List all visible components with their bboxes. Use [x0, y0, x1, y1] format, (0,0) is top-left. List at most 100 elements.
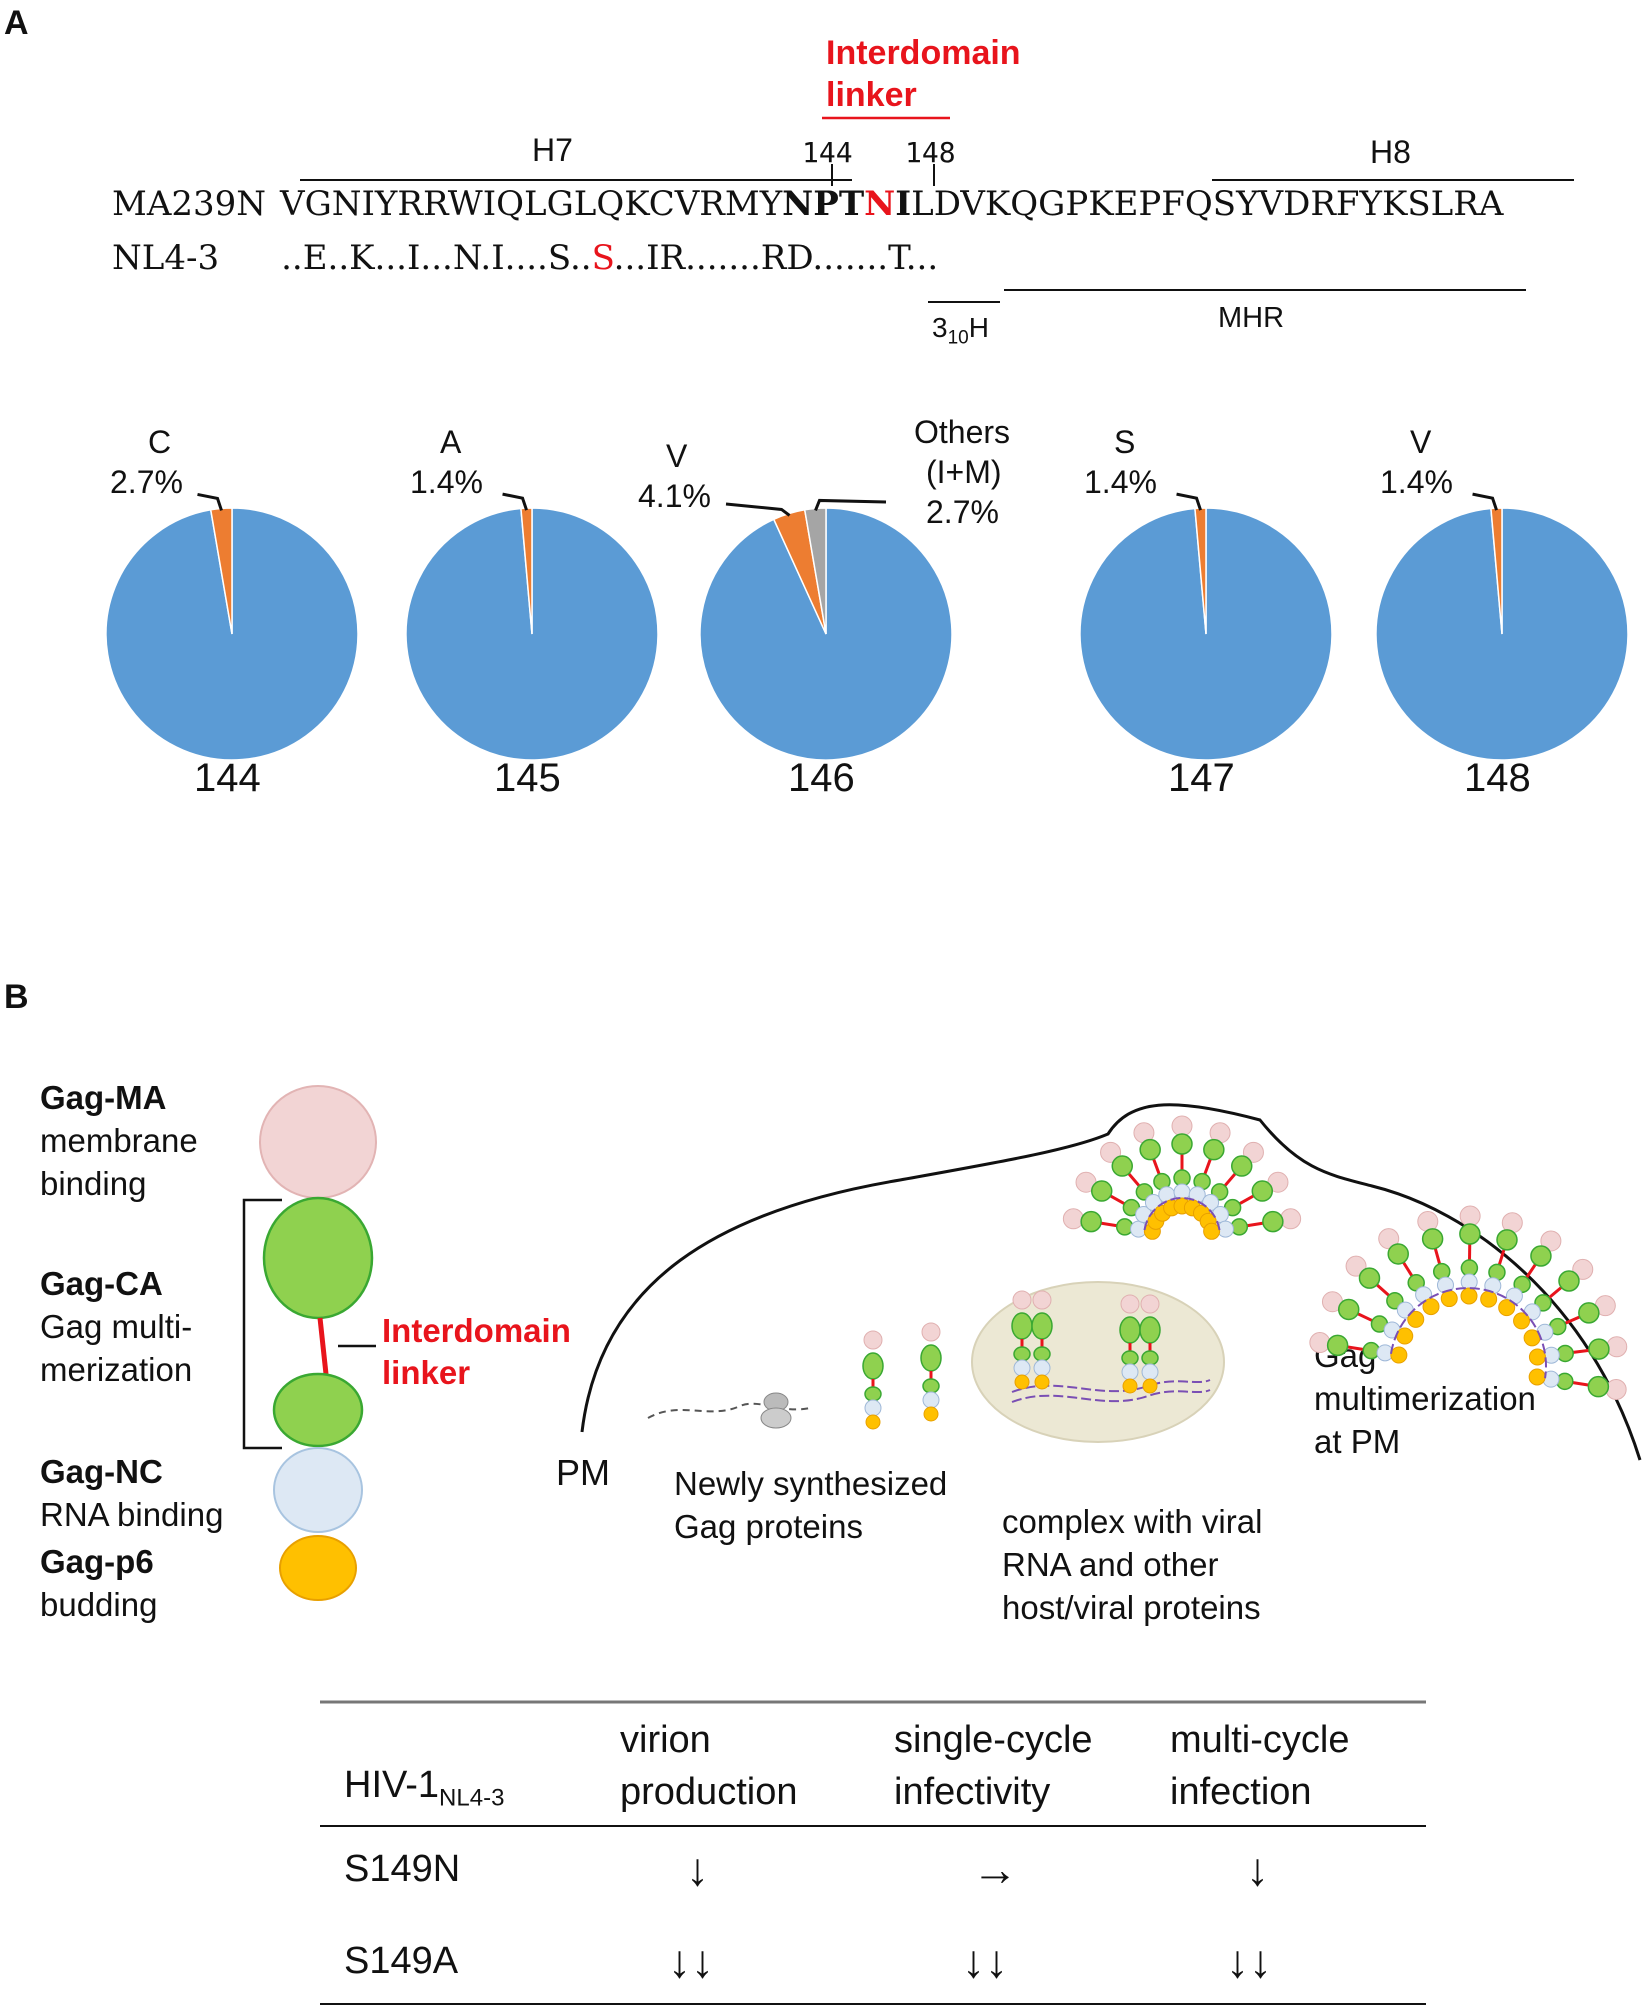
- pie-144-minor-aa: C: [148, 424, 172, 460]
- table-header-virion: virion production: [620, 1714, 797, 1818]
- position-144-label: 144: [802, 136, 853, 169]
- multim-line2: multimerization: [1314, 1380, 1536, 1417]
- pie-146-minor-pct: 4.1%: [638, 478, 711, 514]
- ca-bracket: [242, 1198, 282, 1450]
- complex-line2: RNA and other: [1002, 1546, 1219, 1583]
- gag-ca-desc1: Gag multi-: [40, 1308, 193, 1345]
- pie-146-others-sub: (I+M): [926, 454, 1002, 490]
- pie-146-position: 146: [788, 756, 855, 800]
- gag-ca-title: Gag-CA: [40, 1265, 163, 1302]
- seq2-post: ...IR.......RD.......T...: [613, 238, 939, 278]
- newly-line1: Newly synthesized: [674, 1465, 948, 1502]
- pie-147-minor-pct: 1.4%: [1084, 464, 1157, 500]
- sequence-row-nl43: NL4-3 ..E..K...I...N.I....S..S...IR......…: [112, 238, 938, 278]
- seq1-bold2: I: [895, 184, 912, 224]
- gag-ca-ntd-domain: [262, 1196, 374, 1320]
- gag-ma-title: Gag-MA: [40, 1079, 167, 1116]
- gag-p6-legend: Gag-p6 budding: [40, 1540, 157, 1626]
- pie-145-leader: [502, 492, 528, 511]
- table-row-s149a-single: ↓↓: [962, 1935, 1008, 1987]
- gag-p6-title: Gag-p6: [40, 1543, 154, 1580]
- complex-gag-3: [1119, 1294, 1141, 1394]
- linker-label: Interdomain linker: [826, 32, 1021, 116]
- header-virion-line2: production: [620, 1771, 798, 1813]
- interdomain-linker-label-b: Interdomain linker: [382, 1310, 571, 1394]
- seq1-bold: NPT: [782, 184, 865, 224]
- gag-ma-domain: [259, 1085, 377, 1199]
- pie-148-minor-pct: 1.4%: [1380, 464, 1453, 500]
- pie-147-position: 147: [1168, 756, 1235, 800]
- gag-nc-domain: [273, 1447, 363, 1533]
- h310-end: H: [968, 312, 989, 343]
- budding-sites: [1062, 1115, 1628, 1400]
- gag-linker: [317, 1317, 329, 1375]
- gag-ma-desc2: binding: [40, 1165, 147, 1202]
- table-row-s149a-mutant: S149A: [344, 1940, 459, 1982]
- header-single-line2: infectivity: [894, 1771, 1051, 1813]
- pie-147-minor-aa: S: [1114, 424, 1136, 460]
- complex-gag-4: [1139, 1294, 1161, 1394]
- gag-monomers: [862, 1290, 1211, 1430]
- virus-sub: NL4-3: [439, 1784, 505, 1812]
- ribosome-bottom: [760, 1407, 792, 1429]
- mhr-label: MHR: [1218, 302, 1285, 334]
- gag-ma-desc1: membrane: [40, 1122, 198, 1159]
- pie-144-position: 144: [194, 756, 261, 800]
- complex-label: complex with viral RNA and other host/vi…: [1002, 1500, 1262, 1629]
- complex-line1: complex with viral: [1002, 1503, 1263, 1540]
- pie-144-minor-pct: 2.7%: [110, 464, 183, 500]
- seq2-red: S: [591, 238, 614, 278]
- panel-b-label: B: [4, 978, 29, 1016]
- seq2-pre: ..E..K...I...N.I....S..: [281, 238, 592, 278]
- helix-h8-label: H8: [1370, 134, 1411, 170]
- gag-nc-desc: RNA binding: [40, 1496, 224, 1533]
- pie-charts: [105, 492, 1629, 761]
- panel-a-label: A: [4, 4, 29, 42]
- gag-ca-legend: Gag-CA Gag multi- merization: [40, 1262, 192, 1391]
- pie-146-others-pct: 2.7%: [926, 494, 999, 530]
- gag-ca-desc2: merization: [40, 1351, 193, 1388]
- pm-label: PM: [556, 1452, 610, 1493]
- pie-145-position: 145: [494, 756, 561, 800]
- multim-line3: at PM: [1314, 1423, 1401, 1460]
- complex-gag-2: [1031, 1290, 1053, 1390]
- header-single-line1: single-cycle: [894, 1719, 1093, 1761]
- h310-sub: 10: [947, 327, 969, 349]
- header-multi-line1: multi-cycle: [1170, 1719, 1350, 1761]
- linker-label-line2: linker: [826, 76, 917, 114]
- viral-rna-2: [1011, 1389, 1211, 1403]
- pie-148-minor-aa: V: [1410, 424, 1432, 460]
- budding-site-2-rna: [1389, 1287, 1547, 1379]
- pie-146-leader-others: [814, 498, 887, 512]
- seq1-post: LDVKQGPKEPFQSYVDRFYKSLRA: [911, 184, 1504, 224]
- pie-146-minor-aa: V: [666, 438, 688, 474]
- table-row-s149a-multi: ↓↓: [1226, 1935, 1272, 1987]
- gag-p6-domain: [279, 1535, 357, 1601]
- pie-148-leader: [1472, 492, 1498, 511]
- gag-p6-desc: budding: [40, 1586, 158, 1623]
- budding-site-1: [1062, 1115, 1302, 1240]
- linker-label-line1: Interdomain: [826, 34, 1021, 72]
- gag-ma-legend: Gag-MA membrane binding: [40, 1076, 198, 1205]
- complex-line3: host/viral proteins: [1002, 1589, 1261, 1626]
- sequence-row-ma239n: MA239N VGNIYRRWIQLGLQKCVRMYNPTNILDVKQGPKE…: [112, 184, 1503, 224]
- gag-nc-legend: Gag-NC RNA binding: [40, 1450, 223, 1536]
- h310-label: 310H: [932, 312, 989, 350]
- table-row-s149n-single: →: [972, 1843, 1018, 1895]
- header-virion-line1: virion: [620, 1719, 711, 1761]
- seq2-name: NL4-3: [112, 238, 220, 278]
- pie-146-others-label: Others: [914, 414, 1011, 450]
- pie-144-leader: [197, 492, 223, 511]
- table-header-single-cycle: single-cycle infectivity: [894, 1714, 1093, 1818]
- seq1-pre: VGNIYRRWIQLGLQKCVRMY: [280, 184, 783, 224]
- gag-nc-title: Gag-NC: [40, 1453, 163, 1490]
- gag-domain-schematic: [242, 1085, 377, 1601]
- complex-gag-1: [1011, 1290, 1033, 1390]
- table-virus-header: HIV-1NL4-3: [344, 1764, 504, 1813]
- gag-ca-ctd-domain: [272, 1372, 364, 1448]
- table-row-s149a-virion: ↓↓: [668, 1935, 714, 1987]
- pie-147-leader: [1176, 492, 1202, 511]
- rnp-complex: [971, 1281, 1225, 1443]
- seq1-name: MA239N: [112, 184, 267, 224]
